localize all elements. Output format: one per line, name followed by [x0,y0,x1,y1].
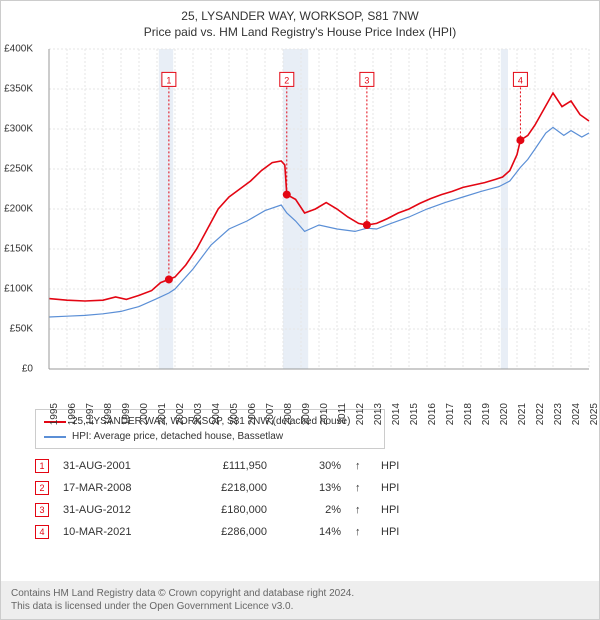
chart-area: £0£50K£100K£150K£200K£250K£300K£350K£400… [37,43,597,403]
x-tick-label: 2010 [315,403,330,425]
sale-marker-box: 1 [35,459,49,473]
sale-arrow-icon: ↑ [355,526,367,538]
x-tick-label: 2007 [261,403,276,425]
x-tick-label: 2008 [279,403,294,425]
x-tick-label: 2021 [513,403,528,425]
title-address: 25, LYSANDER WAY, WORKSOP, S81 7NW [1,9,599,23]
sale-hpi-label: HPI [381,526,399,538]
x-tick-label: 2016 [423,403,438,425]
sale-arrow-icon: ↑ [355,482,367,494]
sale-diff: 30% [281,460,341,472]
x-tick-label: 2020 [495,403,510,425]
x-tick-label: 2022 [531,403,546,425]
footer-line1: Contains HM Land Registry data © Crown c… [11,587,589,600]
x-tick-label: 1996 [63,403,78,425]
sale-diff: 14% [281,526,341,538]
sale-date: 10-MAR-2021 [63,526,173,538]
legend-label: HPI: Average price, detached house, Bass… [72,429,283,444]
y-tick-label: £400K [4,44,37,55]
license-footer: Contains HM Land Registry data © Crown c… [1,581,599,619]
y-tick-label: £350K [4,84,37,95]
y-tick-label: £300K [4,124,37,135]
x-tick-label: 1995 [45,403,60,425]
x-tick-label: 2002 [171,403,186,425]
sale-hpi-label: HPI [381,482,399,494]
svg-text:4: 4 [518,75,523,85]
x-tick-label: 2024 [567,403,582,425]
sale-date: 17-MAR-2008 [63,482,173,494]
y-tick-label: £250K [4,164,37,175]
sale-row: 3 31-AUG-2012 £180,000 2% ↑ HPI [35,499,599,521]
y-tick-label: £200K [4,204,37,215]
x-tick-label: 1997 [81,403,96,425]
sale-diff: 2% [281,504,341,516]
sale-date: 31-AUG-2001 [63,460,173,472]
sale-hpi-label: HPI [381,504,399,516]
y-tick-label: £150K [4,244,37,255]
x-tick-label: 2018 [459,403,474,425]
sale-marker-box: 2 [35,481,49,495]
svg-text:3: 3 [364,75,369,85]
sale-diff: 13% [281,482,341,494]
x-tick-label: 2006 [243,403,258,425]
sales-table: 1 31-AUG-2001 £111,950 30% ↑ HPI 2 17-MAR-2008 £… [35,455,599,543]
sale-row: 4 10-MAR-2021 £286,000 14% ↑ HPI [35,521,599,543]
x-tick-label: 2004 [207,403,222,425]
x-tick-label: 2013 [369,403,384,425]
sale-arrow-icon: ↑ [355,504,367,516]
sale-row: 1 31-AUG-2001 £111,950 30% ↑ HPI [35,455,599,477]
price-chart-svg: 1 2 3 4 [37,43,597,403]
legend-item: HPI: Average price, detached house, Bass… [44,429,376,444]
x-tick-label: 2015 [405,403,420,425]
sale-row: 2 17-MAR-2008 £218,000 13% ↑ HPI [35,477,599,499]
x-tick-label: 2014 [387,403,402,425]
x-tick-label: 2019 [477,403,492,425]
sale-marker-box: 4 [35,525,49,539]
y-tick-label: £0 [22,364,37,375]
sale-arrow-icon: ↑ [355,460,367,472]
x-tick-label: 2001 [153,403,168,425]
x-tick-label: 2025 [585,403,600,425]
x-tick-label: 2000 [135,403,150,425]
chart-title-block: 25, LYSANDER WAY, WORKSOP, S81 7NW Price… [1,1,599,43]
x-tick-label: 2017 [441,403,456,425]
svg-text:2: 2 [284,75,289,85]
sale-hpi-label: HPI [381,460,399,472]
sale-price: £286,000 [187,526,267,538]
title-subtitle: Price paid vs. HM Land Registry's House … [1,25,599,39]
x-tick-label: 2009 [297,403,312,425]
footer-line2: This data is licensed under the Open Gov… [11,600,589,613]
sale-price: £218,000 [187,482,267,494]
x-tick-label: 2011 [333,403,348,425]
x-tick-label: 2005 [225,403,240,425]
y-tick-label: £50K [10,324,37,335]
x-tick-label: 1999 [117,403,132,425]
sale-date: 31-AUG-2012 [63,504,173,516]
x-tick-label: 2003 [189,403,204,425]
x-tick-label: 1998 [99,403,114,425]
svg-text:1: 1 [166,75,171,85]
sale-marker-box: 3 [35,503,49,517]
sale-price: £180,000 [187,504,267,516]
y-tick-label: £100K [4,284,37,295]
x-tick-label: 2023 [549,403,564,425]
legend-swatch [44,436,66,438]
sale-price: £111,950 [187,460,267,472]
x-tick-label: 2012 [351,403,366,425]
